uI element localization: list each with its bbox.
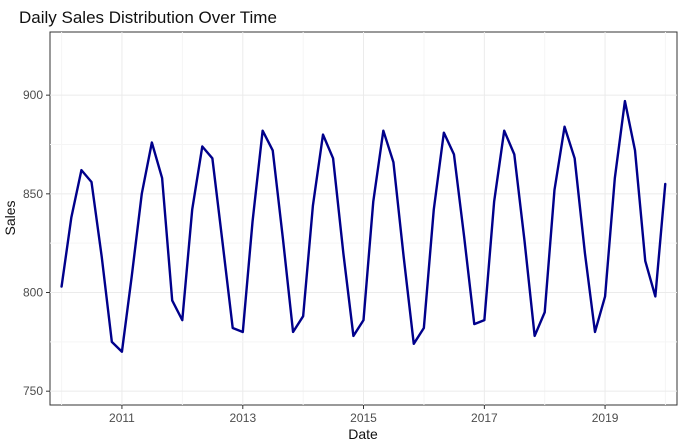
y-tick-label-750: 750 bbox=[23, 384, 43, 398]
sales-series-line bbox=[60, 99, 667, 353]
x-tick-label-2011: 2011 bbox=[109, 411, 135, 425]
x-axis-title: Date bbox=[348, 426, 378, 442]
y-tick-label-900: 900 bbox=[23, 88, 43, 102]
axis-layer: 2011 2013 2015 2017 2019 750 800 850 900 bbox=[23, 88, 619, 425]
series-layer bbox=[60, 99, 667, 353]
x-tick-label-2015: 2015 bbox=[350, 411, 377, 425]
x-tick-label-2019: 2019 bbox=[592, 411, 619, 425]
y-axis-title: Sales bbox=[2, 200, 18, 235]
y-tick-label-850: 850 bbox=[23, 187, 43, 201]
y-tick-label-800: 800 bbox=[23, 286, 43, 300]
x-tick-label-2017: 2017 bbox=[471, 411, 498, 425]
chart-title: Daily Sales Distribution Over Time bbox=[19, 8, 277, 27]
x-tick-label-2013: 2013 bbox=[229, 411, 256, 425]
